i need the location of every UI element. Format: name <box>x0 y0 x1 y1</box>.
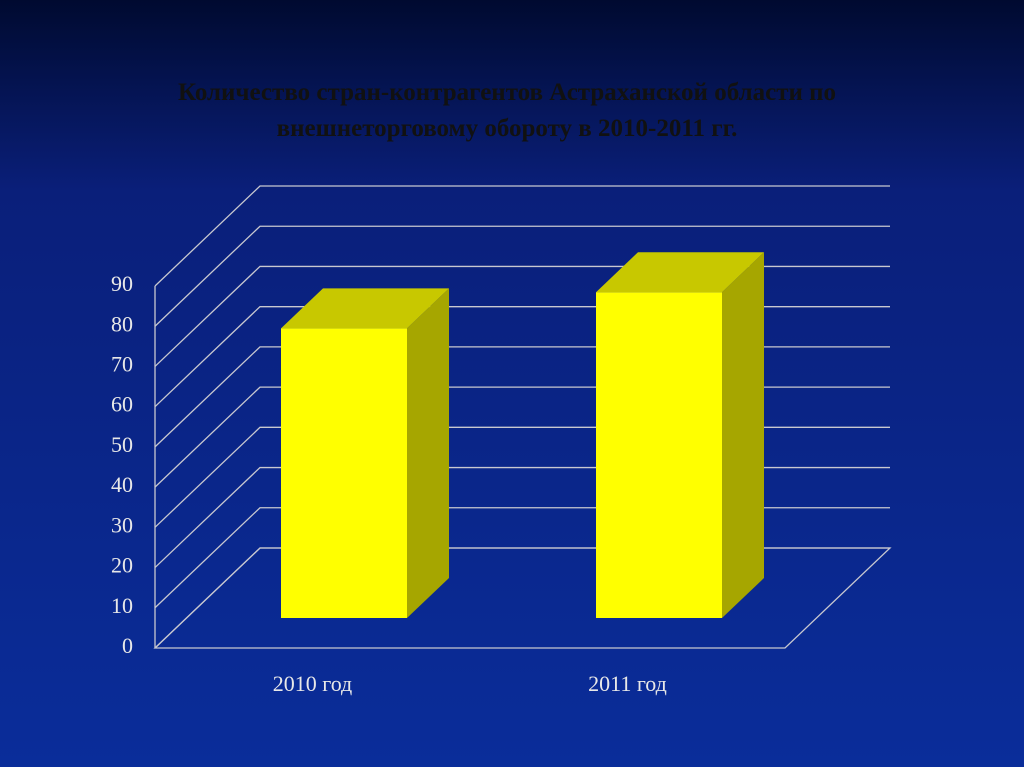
y-tick-label: 20 <box>111 553 133 578</box>
plot-area: 0 10 20 30 40 50 60 70 80 90 2010 год 2011 год <box>111 185 892 696</box>
bar-side <box>722 252 764 618</box>
y-tick-label: 10 <box>111 593 133 618</box>
y-tick-label: 50 <box>111 432 133 457</box>
bar-side <box>407 288 449 618</box>
bar-top <box>596 252 764 293</box>
chart-title: Количество стран-контрагентов Астраханск… <box>178 79 836 106</box>
x-tick-label: 2010 год <box>273 671 353 696</box>
y-tick-label: 0 <box>122 633 133 658</box>
y-tick-label: 30 <box>111 512 133 537</box>
chart-title: внешнеторговому обороту в 2010-2011 гг. <box>277 115 738 142</box>
grid-line <box>154 185 890 287</box>
y-tick-label: 70 <box>111 351 133 376</box>
y-tick-label: 80 <box>111 311 133 336</box>
y-tick-label: 90 <box>111 271 133 296</box>
bar-top <box>281 288 449 329</box>
bar <box>596 292 722 618</box>
grid-line <box>154 225 890 327</box>
y-tick-label: 40 <box>111 472 133 497</box>
bar <box>281 328 407 618</box>
x-tick-label: 2011 год <box>588 671 667 696</box>
y-tick-label: 60 <box>111 392 133 417</box>
